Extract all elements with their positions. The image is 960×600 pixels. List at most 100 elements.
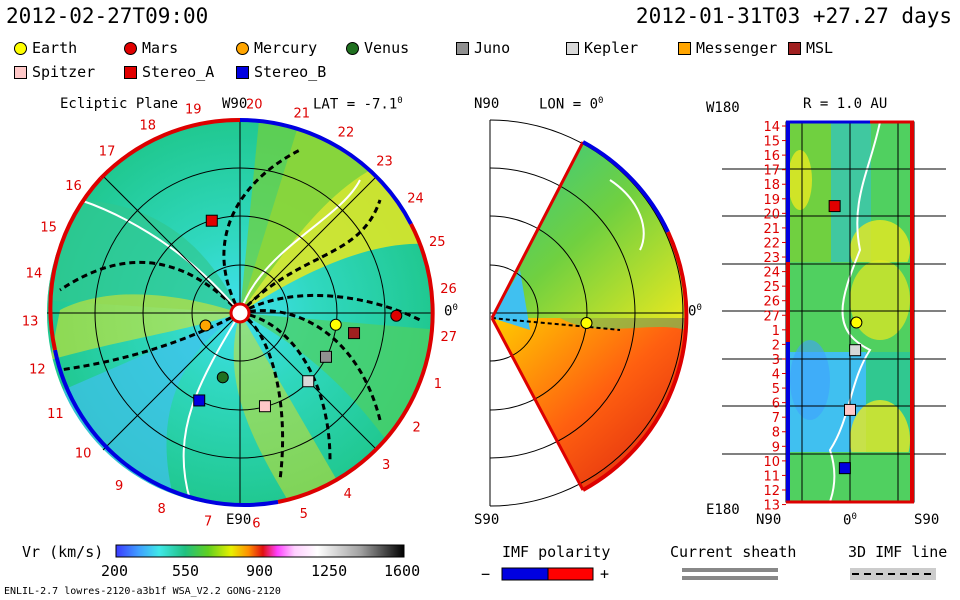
sphere-top-left-label: W180	[706, 100, 740, 116]
marker-stereo-b	[838, 462, 851, 475]
sphere-ytick: 1	[772, 324, 780, 339]
carrington-tick: 1	[434, 377, 442, 392]
legend-swatch	[788, 41, 801, 55]
colorbar-label: Vr (km/s)	[22, 543, 104, 561]
legend-swatch	[346, 41, 359, 55]
marker-earth	[850, 316, 863, 329]
carrington-tick: 6	[252, 516, 260, 531]
colorbar-tick-1600: 1600	[384, 562, 421, 580]
legend-item-juno: Juno	[456, 39, 510, 57]
ecliptic-right-label: 00	[444, 303, 458, 320]
legend-label: Mars	[142, 39, 179, 57]
carrington-tick: 19	[185, 102, 202, 117]
carrington-tick: 8	[157, 502, 165, 517]
sphere-xtick-0: 00	[843, 512, 857, 529]
colorbar	[115, 544, 405, 558]
carrington-tick: 4	[344, 487, 352, 502]
carrington-tick: 24	[407, 192, 424, 207]
legend-item-mercury: Mercury	[236, 39, 317, 57]
legend-label: Juno	[474, 39, 511, 57]
imf-polarity-label: IMF polarity	[502, 543, 611, 561]
carrington-tick: 11	[47, 407, 64, 422]
meridional-bottom-label: S90	[474, 512, 500, 528]
sphere-ytick: 22	[763, 236, 780, 251]
sphere-ytick: 6	[772, 397, 780, 412]
legend-swatch	[14, 41, 27, 55]
sphere-ytick: 12	[763, 484, 780, 499]
carrington-tick: 21	[293, 106, 310, 121]
imf-positive-swatch	[547, 567, 594, 581]
legend-label: Stereo_B	[254, 63, 327, 81]
ecliptic-title: Ecliptic Plane	[60, 96, 179, 112]
carrington-tick: 3	[382, 458, 390, 473]
ecliptic-lat-label: LAT = -7.10	[313, 96, 403, 113]
sphere-ytick: 23	[763, 251, 780, 266]
sphere-ytick: 9	[772, 440, 780, 455]
ecliptic-bottom-label: E90	[226, 512, 252, 528]
legend-label: Earth	[32, 39, 78, 57]
imf-negative-swatch	[501, 567, 549, 581]
imf-minus: −	[481, 565, 491, 583]
legend-item-mars: Mars	[124, 39, 178, 57]
legend-item-earth: Earth	[14, 39, 77, 57]
legend-swatch	[124, 65, 137, 79]
legend-label: Mercury	[254, 39, 318, 57]
carrington-tick: 27	[440, 330, 457, 345]
marker-spitzer	[258, 400, 271, 413]
sphere-panel	[722, 120, 946, 504]
sphere-ytick: 17	[763, 164, 780, 179]
legend-item-venus: Venus	[346, 39, 409, 57]
sphere-ytick: 27	[763, 309, 780, 324]
marker-earth	[580, 317, 593, 329]
sphere-xtick-s90: S90	[914, 512, 940, 528]
legend-label: MSL	[806, 39, 834, 57]
sphere-ytick: 3	[772, 353, 780, 368]
colorbar-tick-1250: 1250	[311, 562, 348, 580]
legend-swatch	[236, 65, 249, 79]
ecliptic-top-label: W90	[222, 96, 248, 112]
sphere-ytick: 10	[763, 455, 780, 470]
legend-item-stereo-b: Stereo_B	[236, 63, 326, 81]
carrington-tick: 13	[22, 315, 39, 330]
sphere-ytick: 24	[763, 266, 780, 281]
sphere-xtick-n90: N90	[756, 512, 782, 528]
legend-swatch	[124, 41, 137, 55]
sphere-r-label: R = 1.0 AU	[803, 96, 888, 112]
carrington-tick: 20	[246, 97, 263, 112]
carrington-tick: 12	[29, 362, 46, 377]
sphere-ytick: 2	[772, 338, 780, 353]
marker-venus	[216, 371, 229, 384]
sphere-ytick: 8	[772, 426, 780, 441]
marker-juno	[319, 350, 332, 363]
legend-swatch	[14, 65, 27, 79]
sphere-ytick: 16	[763, 149, 780, 164]
carrington-tick: 16	[65, 179, 82, 194]
carrington-tick: 10	[75, 447, 92, 462]
colorbar-tick-200: 200	[101, 562, 129, 580]
carrington-tick: 18	[139, 118, 156, 133]
right-timestamp: 2012-01-31T03 +27.27 days	[635, 4, 952, 28]
marker-mars	[390, 309, 403, 322]
carrington-tick: 7	[204, 515, 212, 530]
left-timestamp: 2012-02-27T09:00	[6, 4, 209, 28]
legend-label: Messenger	[696, 39, 778, 57]
sphere-ytick: 18	[763, 178, 780, 193]
legend-item-stereo-a: Stereo_A	[124, 63, 214, 81]
meridional-panel	[489, 119, 689, 507]
sphere-ytick: 11	[763, 469, 780, 484]
meridional-top-label: N90	[474, 96, 500, 112]
sphere-bottom-left-label: E180	[706, 502, 740, 518]
marker-stereo-b	[193, 394, 206, 407]
marker-spitzer	[844, 403, 856, 416]
marker-kepler	[302, 375, 315, 388]
current-sheath-line-1	[682, 568, 778, 572]
colorbar-tick-900: 900	[246, 562, 274, 580]
carrington-tick: 22	[338, 126, 355, 141]
carrington-tick: 14	[26, 266, 43, 281]
sphere-ytick: 13	[763, 499, 780, 514]
sphere-ytick: 20	[763, 207, 780, 222]
legend-label: Stereo_A	[142, 63, 215, 81]
footer-model-info: ENLIL-2.7 lowres-2120-a3b1f WSA_V2.2 GON…	[4, 586, 281, 597]
sphere-ytick: 26	[763, 295, 780, 310]
imf3d-label: 3D IMF line	[848, 543, 948, 561]
